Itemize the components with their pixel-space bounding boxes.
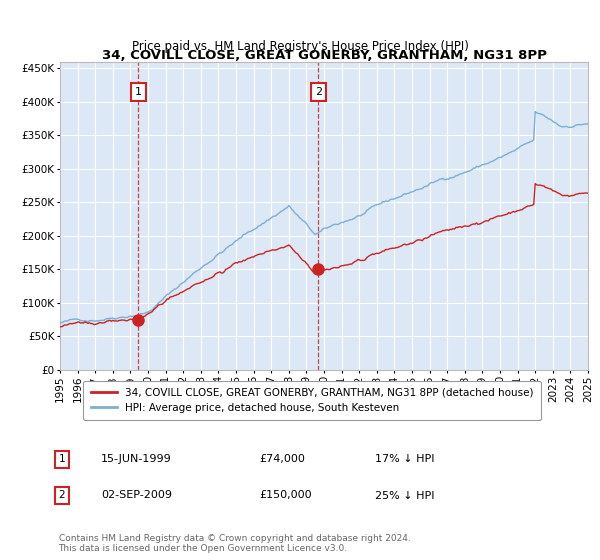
Text: £150,000: £150,000 xyxy=(259,491,312,501)
Text: Contains HM Land Registry data © Crown copyright and database right 2024.
This d: Contains HM Land Registry data © Crown c… xyxy=(59,534,410,553)
Text: 1: 1 xyxy=(59,454,65,464)
Text: 2: 2 xyxy=(314,87,322,97)
Text: £74,000: £74,000 xyxy=(259,454,305,464)
Legend: 34, COVILL CLOSE, GREAT GONERBY, GRANTHAM, NG31 8PP (detached house), HPI: Avera: 34, COVILL CLOSE, GREAT GONERBY, GRANTHA… xyxy=(83,380,541,421)
Text: 02-SEP-2009: 02-SEP-2009 xyxy=(101,491,172,501)
Text: 1: 1 xyxy=(135,87,142,97)
Text: 15-JUN-1999: 15-JUN-1999 xyxy=(101,454,172,464)
Title: 34, COVILL CLOSE, GREAT GONERBY, GRANTHAM, NG31 8PP: 34, COVILL CLOSE, GREAT GONERBY, GRANTHA… xyxy=(101,49,547,62)
Text: 17% ↓ HPI: 17% ↓ HPI xyxy=(376,454,435,464)
Text: 25% ↓ HPI: 25% ↓ HPI xyxy=(376,491,435,501)
Text: 2: 2 xyxy=(59,491,65,501)
Text: Price paid vs. HM Land Registry's House Price Index (HPI): Price paid vs. HM Land Registry's House … xyxy=(131,40,469,53)
